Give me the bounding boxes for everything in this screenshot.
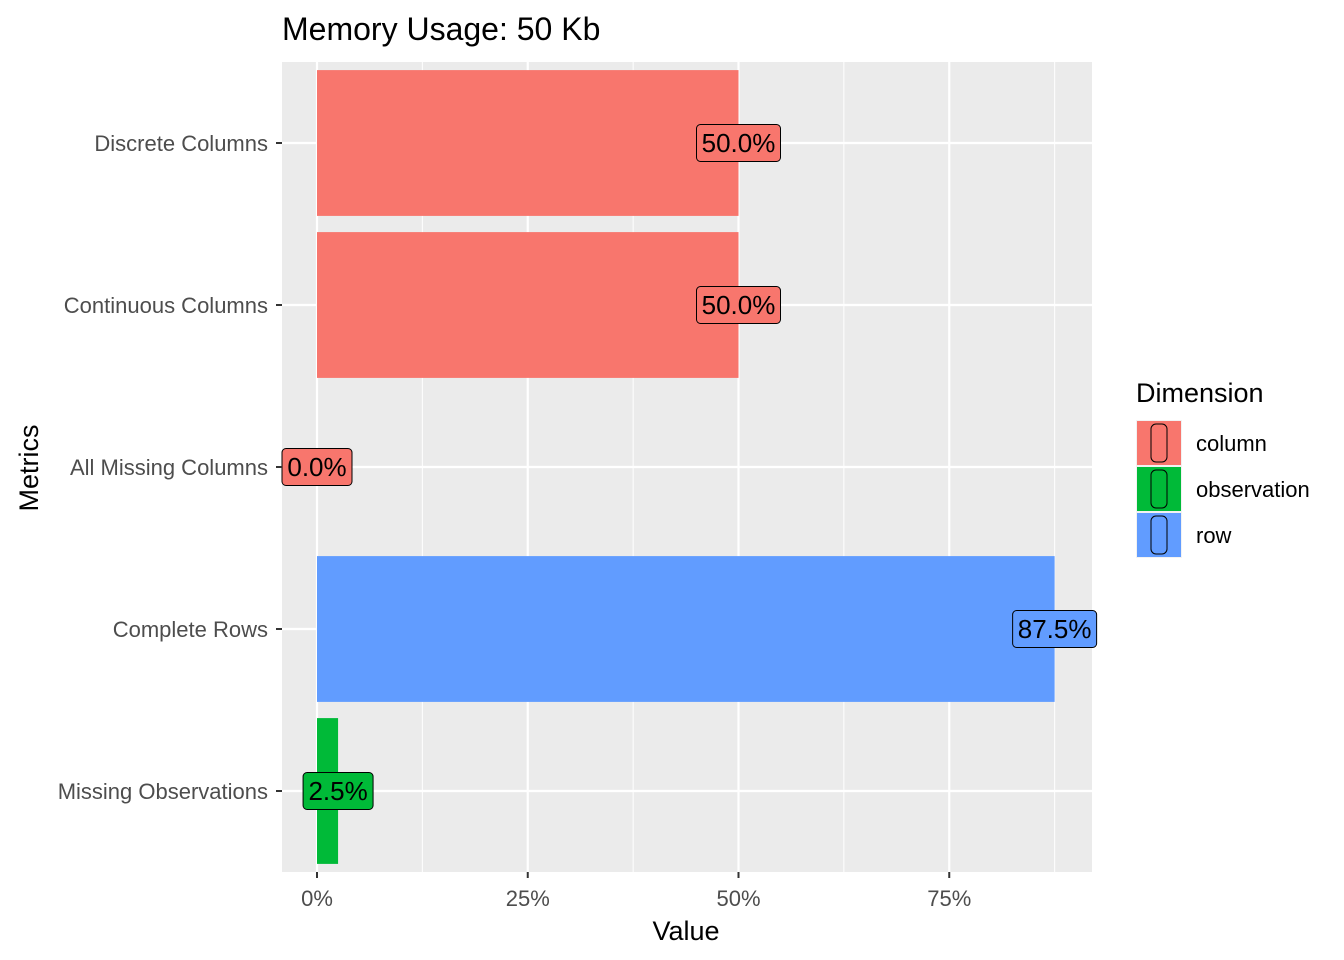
data-label: 87.5% — [1018, 614, 1092, 644]
legend-key-swatch — [1137, 467, 1181, 511]
data-label-box — [302, 772, 374, 810]
plot-area: 50.0% 50.0% 0.0% 87.5% 2.5% Discrete Columns C… — [58, 62, 1098, 911]
legend: Dimension column observation row — [1136, 378, 1310, 558]
y-axis-title: Metrics — [14, 425, 44, 512]
legend-key-swatch — [1137, 513, 1181, 557]
legend-label: row — [1196, 523, 1232, 548]
data-label: 0.0% — [287, 452, 346, 482]
x-tick-label: 50% — [716, 886, 760, 911]
y-tick-label: Complete Rows — [113, 617, 268, 642]
legend-key-swatch — [1137, 421, 1181, 465]
data-label: 2.5% — [308, 776, 367, 806]
bar — [317, 556, 1055, 702]
legend-label: observation — [1196, 477, 1310, 502]
chart-title: Memory Usage: 50 Kb — [282, 11, 600, 47]
data-label-box — [696, 286, 781, 324]
y-tick-label: Continuous Columns — [64, 293, 268, 318]
x-tick-label: 75% — [927, 886, 971, 911]
legend-key-label-glyph — [1150, 469, 1168, 509]
y-tick-label: All Missing Columns — [70, 455, 268, 480]
legend-key-label-glyph — [1150, 423, 1168, 463]
x-tick-label: 25% — [506, 886, 550, 911]
x-tick-label: 0% — [301, 886, 333, 911]
bar — [317, 70, 739, 216]
data-label-box — [1012, 610, 1098, 648]
x-axis-title: Value — [652, 916, 719, 946]
y-tick-label: Missing Observations — [58, 779, 268, 804]
data-label-box — [696, 124, 781, 162]
y-tick-label: Discrete Columns — [94, 131, 268, 156]
legend-label: column — [1196, 431, 1267, 456]
data-label: 50.0% — [702, 128, 776, 158]
legend-key-label-glyph — [1150, 515, 1168, 555]
bar — [317, 232, 739, 378]
legend-title: Dimension — [1136, 378, 1264, 408]
data-label: 50.0% — [702, 290, 776, 320]
